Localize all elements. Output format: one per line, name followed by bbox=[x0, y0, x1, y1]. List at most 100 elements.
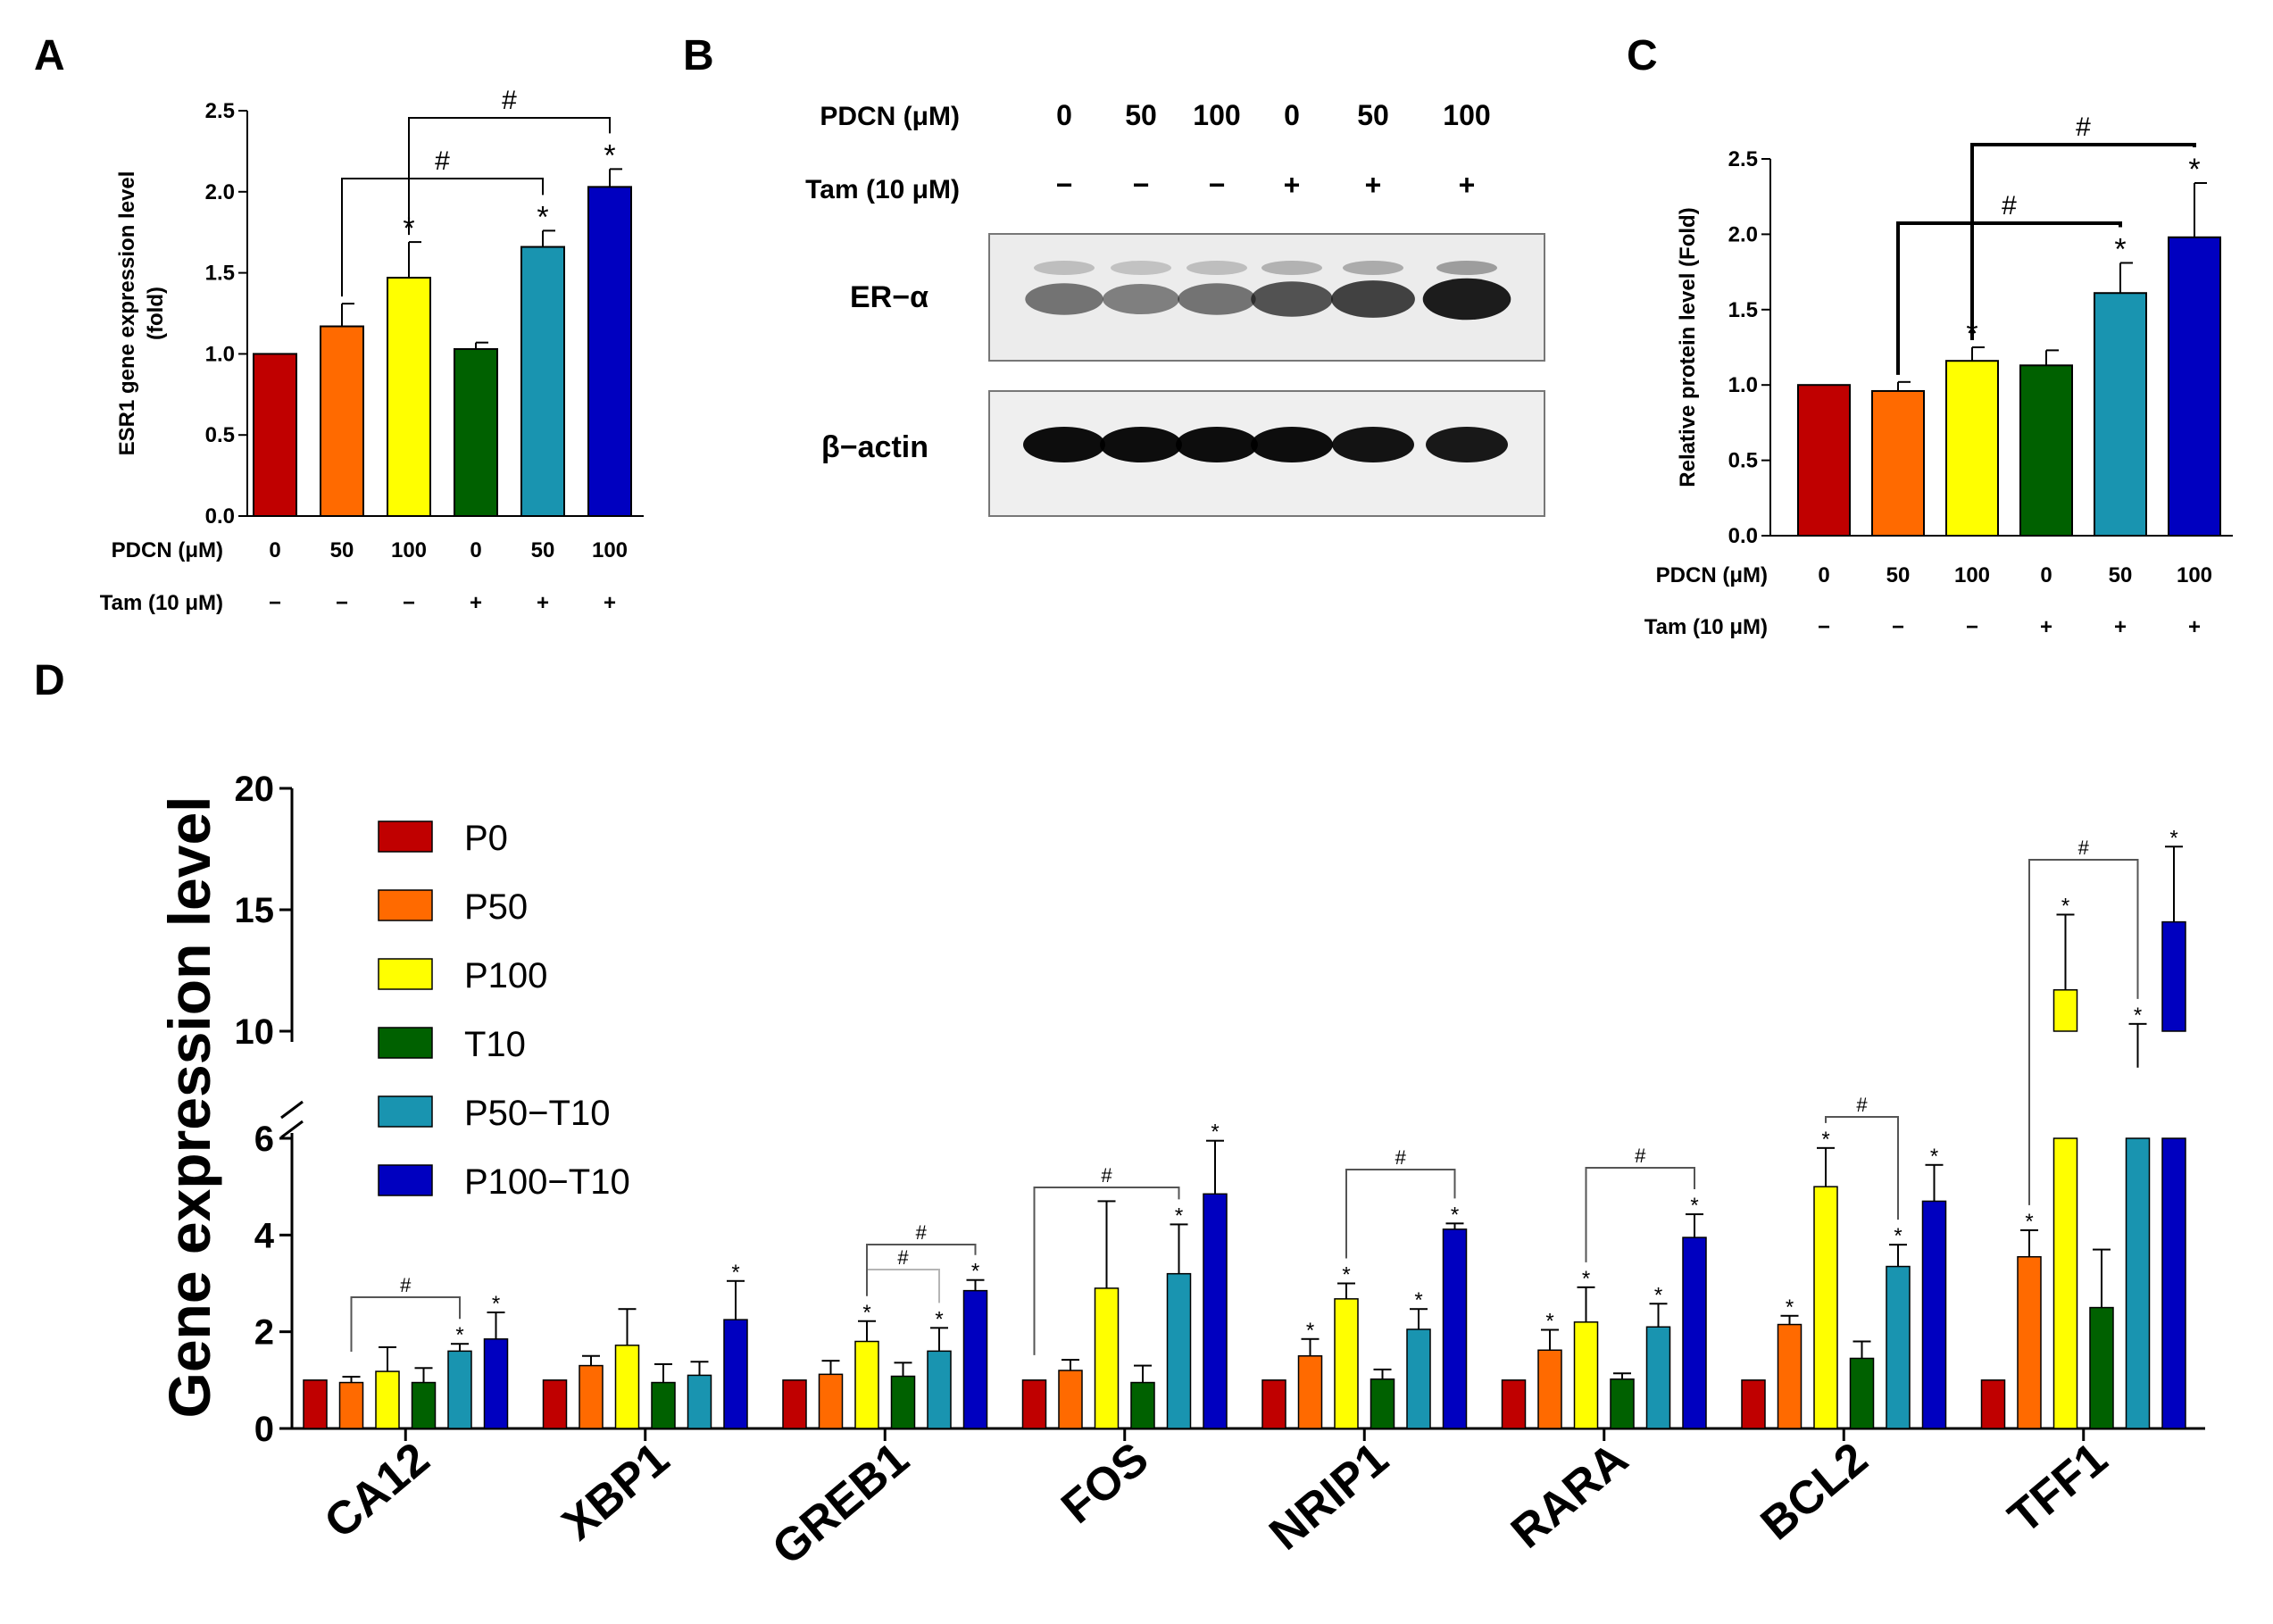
beta-actin-band bbox=[1332, 427, 1414, 462]
bar-t10 bbox=[1849, 1357, 1875, 1429]
significance-star: * bbox=[731, 1261, 739, 1285]
significance-bracket bbox=[408, 117, 611, 236]
bar-p100−t10 bbox=[483, 1338, 509, 1429]
bar-p0 bbox=[542, 1379, 568, 1429]
bar-p50 bbox=[579, 1364, 604, 1429]
bar-4 bbox=[2094, 292, 2147, 537]
axis-break-mark bbox=[280, 1100, 304, 1120]
bar-p50−t10 bbox=[1166, 1272, 1192, 1429]
y-tick-label: 1.5 bbox=[205, 262, 235, 286]
bar-2 bbox=[1945, 360, 1999, 537]
blot-pdcn-value: 0 bbox=[1284, 99, 1300, 131]
y-tick-label: 2.0 bbox=[205, 180, 235, 204]
y-tick-label: 0 bbox=[254, 1410, 274, 1449]
tam-row-label: Tam (10 μM) bbox=[1644, 615, 1768, 639]
significance-star: * bbox=[1175, 1203, 1183, 1228]
pdcn-dose-label: 100 bbox=[592, 538, 628, 562]
bar-t10 bbox=[2089, 1306, 2114, 1429]
blot-pdcn-value: 100 bbox=[1443, 99, 1490, 131]
significance-bracket bbox=[1896, 221, 2122, 375]
bar-0 bbox=[1797, 384, 1851, 537]
legend-label: P100 bbox=[464, 956, 547, 995]
tam-label: + bbox=[604, 591, 616, 615]
legend-label: P100−T10 bbox=[464, 1162, 630, 1202]
legend-label: T10 bbox=[464, 1025, 526, 1064]
bar-p0 bbox=[303, 1379, 328, 1429]
y-tick-label: 0.0 bbox=[205, 504, 235, 529]
significance-star: * bbox=[1306, 1319, 1314, 1343]
category-label: CA12 bbox=[315, 1433, 439, 1549]
bar-4 bbox=[520, 246, 565, 517]
significance-star: * bbox=[1211, 1120, 1219, 1145]
pdcn-dose-label: 50 bbox=[1886, 563, 1911, 587]
beta-actin-band bbox=[1100, 427, 1182, 462]
axis-break-mark bbox=[280, 1120, 304, 1139]
er-alpha-band bbox=[1178, 283, 1256, 315]
bracket-hash: # bbox=[897, 1246, 909, 1269]
significance-star: * bbox=[971, 1260, 979, 1284]
pdcn-dose-label: 50 bbox=[330, 538, 354, 562]
bar-t10 bbox=[1610, 1378, 1635, 1429]
bar-t10 bbox=[651, 1381, 676, 1429]
bracket-hash: # bbox=[435, 146, 450, 176]
significance-star: * bbox=[2169, 826, 2177, 850]
bar-p50−t10 bbox=[2125, 1137, 2151, 1429]
bar-p50 bbox=[338, 1381, 364, 1429]
y-tick-label: 15 bbox=[235, 891, 275, 930]
panel-letter-a: A bbox=[34, 32, 65, 79]
bar-p0 bbox=[1501, 1379, 1527, 1429]
category-label: GREB1 bbox=[762, 1433, 919, 1576]
y-tick-label: 1.0 bbox=[1728, 373, 1758, 397]
significance-star: * bbox=[1894, 1224, 1902, 1248]
y-axis-label: ESR1 gene expression level bbox=[115, 171, 139, 456]
bar-p100−t10-upper bbox=[2161, 920, 2186, 1032]
significance-star: * bbox=[1690, 1194, 1698, 1218]
blot-tam-value: + bbox=[1365, 169, 1382, 201]
category-label: RARA bbox=[1502, 1433, 1637, 1559]
significance-star: * bbox=[2134, 1004, 2142, 1028]
significance-star: * bbox=[1582, 1267, 1590, 1291]
er-alpha-upper-band bbox=[1111, 261, 1171, 275]
significance-star: * bbox=[604, 138, 615, 172]
legend-swatch-p50 bbox=[378, 889, 433, 921]
panel-letter-d: D bbox=[34, 657, 65, 704]
y-tick-label: 0.5 bbox=[1728, 449, 1758, 473]
legend-swatch-t10 bbox=[378, 1027, 433, 1059]
bar-p50−t10 bbox=[1406, 1328, 1431, 1429]
y-tick-label: 0.5 bbox=[205, 423, 235, 447]
bar-p100 bbox=[614, 1345, 640, 1429]
significance-bracket bbox=[1970, 143, 2196, 340]
significance-star: * bbox=[537, 200, 548, 234]
beta-actin-band bbox=[1023, 427, 1105, 462]
bar-5 bbox=[2168, 236, 2221, 537]
panel-c-protein-chart: 0.0 0.5 1.0 1.5 2.0 2.5 Relative protein level… bbox=[1644, 112, 2233, 639]
blot-tam-value: + bbox=[1284, 169, 1301, 201]
blot-pdcn-value: 0 bbox=[1056, 99, 1072, 131]
er-alpha-upper-band bbox=[1034, 261, 1095, 275]
tam-label: + bbox=[2188, 615, 2201, 639]
category-label: NRIP1 bbox=[1260, 1433, 1398, 1561]
panel-d-gene-expression-chart: 0 2 4 6 10 15 20 Gene expression level * * * * * * * * *… bbox=[156, 770, 2205, 1575]
er-alpha-band bbox=[1331, 280, 1415, 318]
bracket-hash: # bbox=[400, 1274, 412, 1296]
blot-tam-value: + bbox=[1459, 169, 1476, 201]
blot-pdcn-value: 50 bbox=[1125, 99, 1157, 131]
y-axis-label: (fold) bbox=[144, 287, 168, 340]
y-tick-label: 0.0 bbox=[1728, 524, 1758, 548]
tam-label: + bbox=[2040, 615, 2052, 639]
tam-label: + bbox=[537, 591, 549, 615]
blot-tam-label: Tam (10 μM) bbox=[805, 175, 960, 204]
bar-p100 bbox=[2052, 1137, 2078, 1429]
bar-p50 bbox=[1777, 1323, 1803, 1429]
significance-star: * bbox=[1545, 1310, 1553, 1334]
blot-label-er-alpha: ER−α bbox=[850, 280, 928, 314]
pdcn-dose-label: 100 bbox=[391, 538, 427, 562]
legend-swatch-p50−t10 bbox=[378, 1095, 433, 1128]
significance-bracket bbox=[2028, 859, 2139, 1205]
bar-t10 bbox=[411, 1381, 437, 1429]
pdcn-row-label: PDCN (μM) bbox=[1656, 563, 1768, 587]
er-alpha-upper-band bbox=[1436, 261, 1497, 275]
panel-a-esr1-chart: 0.0 0.5 1.0 1.5 2.0 2.5 ESR1 gene expression l… bbox=[100, 86, 644, 615]
er-alpha-band bbox=[1025, 283, 1103, 315]
y-tick-label: 2.0 bbox=[1728, 222, 1758, 246]
